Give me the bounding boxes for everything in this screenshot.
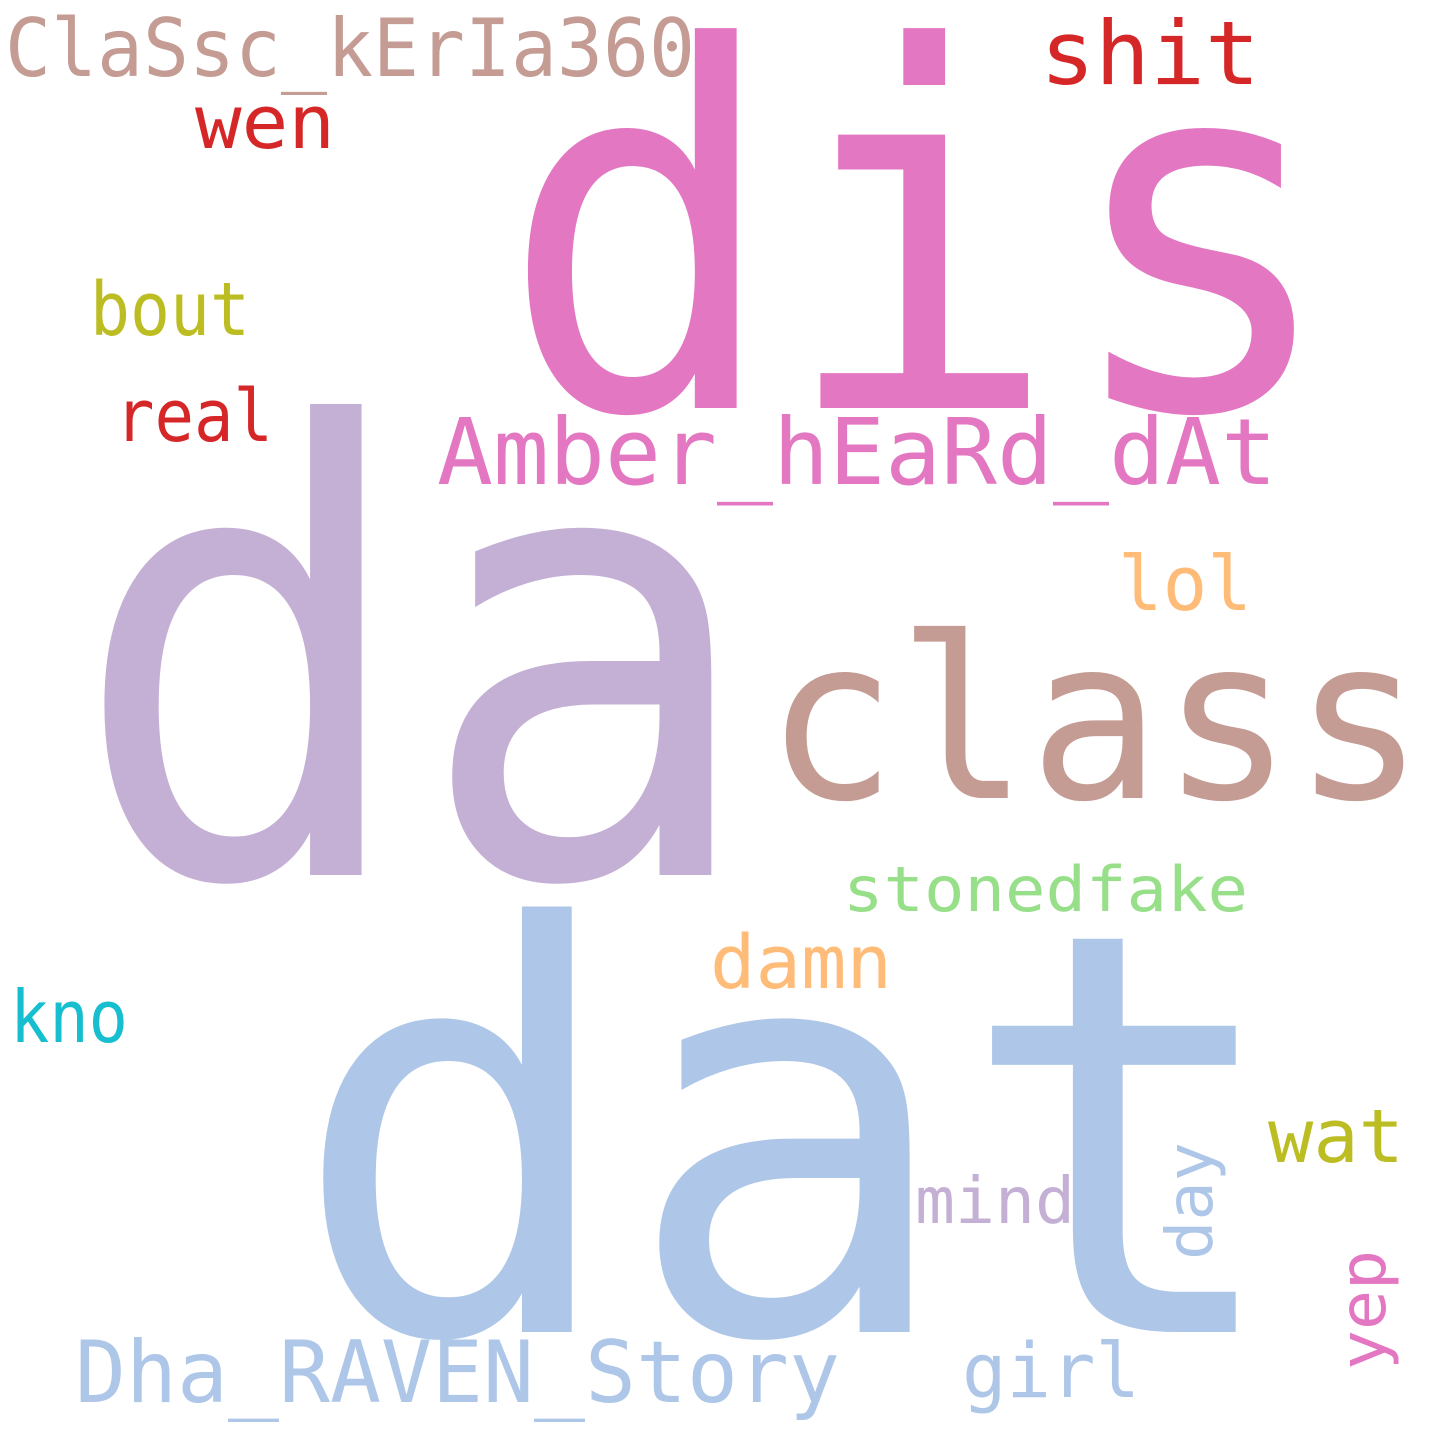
word-kno: kno: [10, 975, 128, 1059]
word-wen: wen: [195, 80, 335, 166]
word-girl: girl: [962, 1326, 1140, 1415]
word-dat: dat: [290, 813, 1290, 1440]
word-real: real: [115, 374, 273, 458]
word-stonedfake: stonedfake: [843, 853, 1248, 926]
word-dis: dis: [500, 0, 1340, 526]
word-classc-keria360: ClaSsc_kErIa360: [5, 2, 695, 95]
word-shit: shit: [1040, 2, 1260, 105]
word-yep: yep: [1327, 1250, 1401, 1370]
word-lol: lol: [1118, 539, 1252, 628]
word-damn: damn: [710, 920, 892, 1006]
word-dha-raven-story: Dha_RAVEN_Story: [75, 1323, 840, 1423]
word-class: class: [765, 590, 1425, 852]
word-mind: mind: [915, 1165, 1075, 1239]
word-wat: wat: [1268, 1094, 1404, 1180]
word-amber-heard-dat: Amber_hEaRd_dAt: [437, 399, 1277, 506]
word-day: day: [1154, 1142, 1228, 1260]
word-bout: bout: [90, 267, 250, 353]
word-da: da: [70, 301, 760, 1022]
